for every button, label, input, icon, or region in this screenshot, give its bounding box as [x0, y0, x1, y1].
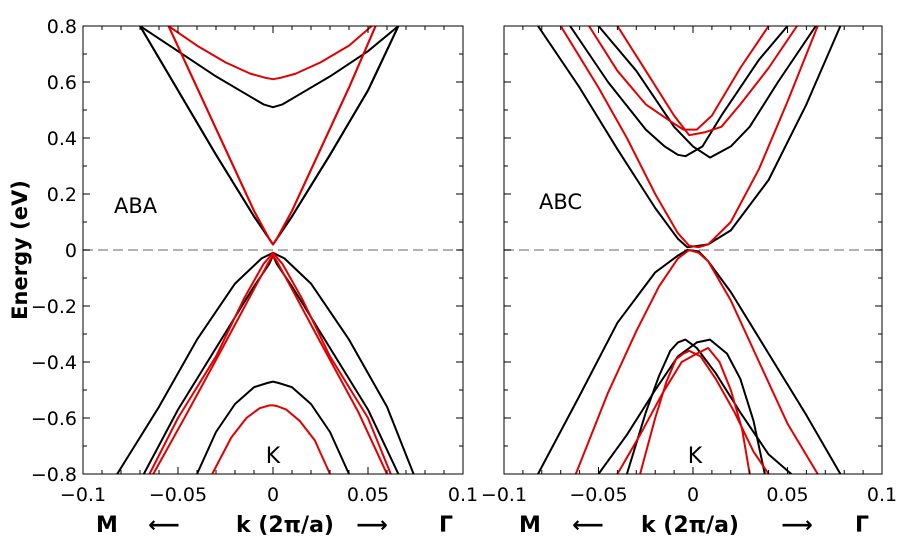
aba-k-point-label: K: [266, 444, 281, 469]
abc-band-red-8: [616, 26, 798, 137]
abc-left-arrow: ⟵: [572, 513, 604, 538]
y-tick-label: 0: [65, 240, 77, 262]
abc-band-red-12: [616, 347, 751, 474]
aba-band-red-10: [148, 251, 392, 474]
panel-aba: −0.1 −0.05 0 0.05 0.1 0.8 0.6 0.4 0.2 0 −0.2 −0.4 −0…: [31, 16, 478, 506]
aba-band-red-11: [152, 254, 388, 474]
aba-band-red-9: [167, 26, 377, 246]
abc-x-tick-label: 0: [687, 484, 699, 506]
aba-panel-label: ABA: [114, 194, 158, 218]
y-axis-title: Energy (eV): [8, 180, 32, 320]
abc-band-red-7: [588, 26, 770, 131]
abc-plot-frame: [503, 25, 883, 475]
y-tick-label: 0.6: [47, 72, 77, 94]
abc-band-black-4: [537, 249, 842, 474]
aba-x-tick-label: 0: [267, 484, 279, 506]
panel-abc: −0.1 −0.05 0 0.05 0.1 ABC K: [481, 25, 897, 506]
aba-band-black-1: [139, 26, 400, 109]
abc-x-tick-label: 0.1: [867, 484, 897, 506]
abc-x-tick-label: −0.05: [569, 484, 627, 506]
aba-gamma-label: Γ: [439, 513, 453, 538]
aba-plot-frame: [82, 25, 464, 475]
aba-band-red-12: [211, 404, 331, 474]
abc-k-point-label: K: [688, 444, 703, 469]
abc-x-axis-title: k (2π/a): [641, 513, 739, 538]
abc-band-black-3: [537, 26, 842, 249]
aba-right-arrow: ⟶: [356, 513, 388, 538]
aba-band-black-3: [139, 26, 400, 246]
abc-panel-label: ABC: [539, 190, 582, 214]
aba-ticks: −0.1 −0.05 0 0.05 0.1 0.8 0.6 0.4 0.2 0 −0.2 −0.4 −0…: [31, 16, 478, 506]
y-tick-label: 0.4: [47, 128, 77, 150]
y-tick-label: −0.8: [31, 464, 77, 486]
abc-right-arrow: ⟶: [781, 513, 813, 538]
aba-band-red-7: [167, 26, 373, 81]
aba-band-black-6: [196, 380, 350, 474]
abc-gamma-label: Γ: [855, 513, 869, 538]
abc-band-black-1: [569, 26, 789, 158]
abc-band-red-11: [639, 349, 770, 474]
aba-x-axis-title: k (2π/a): [236, 513, 334, 538]
aba-x-tick-label: 0.1: [448, 484, 478, 506]
aba-x-tick-label: −0.1: [60, 484, 106, 506]
y-tick-label: 0.2: [47, 184, 77, 206]
abc-x-tick-label: −0.1: [481, 484, 527, 506]
abc-band-black-2: [597, 26, 817, 159]
aba-band-black-2: [139, 26, 400, 246]
abc-x-tick-label: 0.05: [766, 484, 808, 506]
abc-m-label: M: [519, 513, 541, 538]
abc-band-red-10: [574, 249, 819, 474]
aba-left-arrow: ⟵: [148, 513, 180, 538]
aba-m-label: M: [96, 513, 118, 538]
abc-ticks: −0.1 −0.05 0 0.05 0.1: [481, 25, 897, 506]
y-tick-label: −0.6: [31, 408, 77, 430]
y-tick-label: −0.4: [31, 352, 77, 374]
abc-bands: [504, 26, 882, 474]
aba-band-red-8: [167, 26, 377, 246]
aba-bands: [83, 26, 463, 474]
y-tick-label: −0.2: [31, 296, 77, 318]
y-tick-label: 0.8: [47, 16, 77, 38]
abc-band-black-5: [625, 338, 792, 474]
abc-band-red-9: [559, 26, 819, 249]
aba-x-tick-label: −0.05: [149, 484, 207, 506]
aba-x-tick-label: 0.05: [347, 484, 389, 506]
abc-band-black-6: [597, 338, 766, 474]
